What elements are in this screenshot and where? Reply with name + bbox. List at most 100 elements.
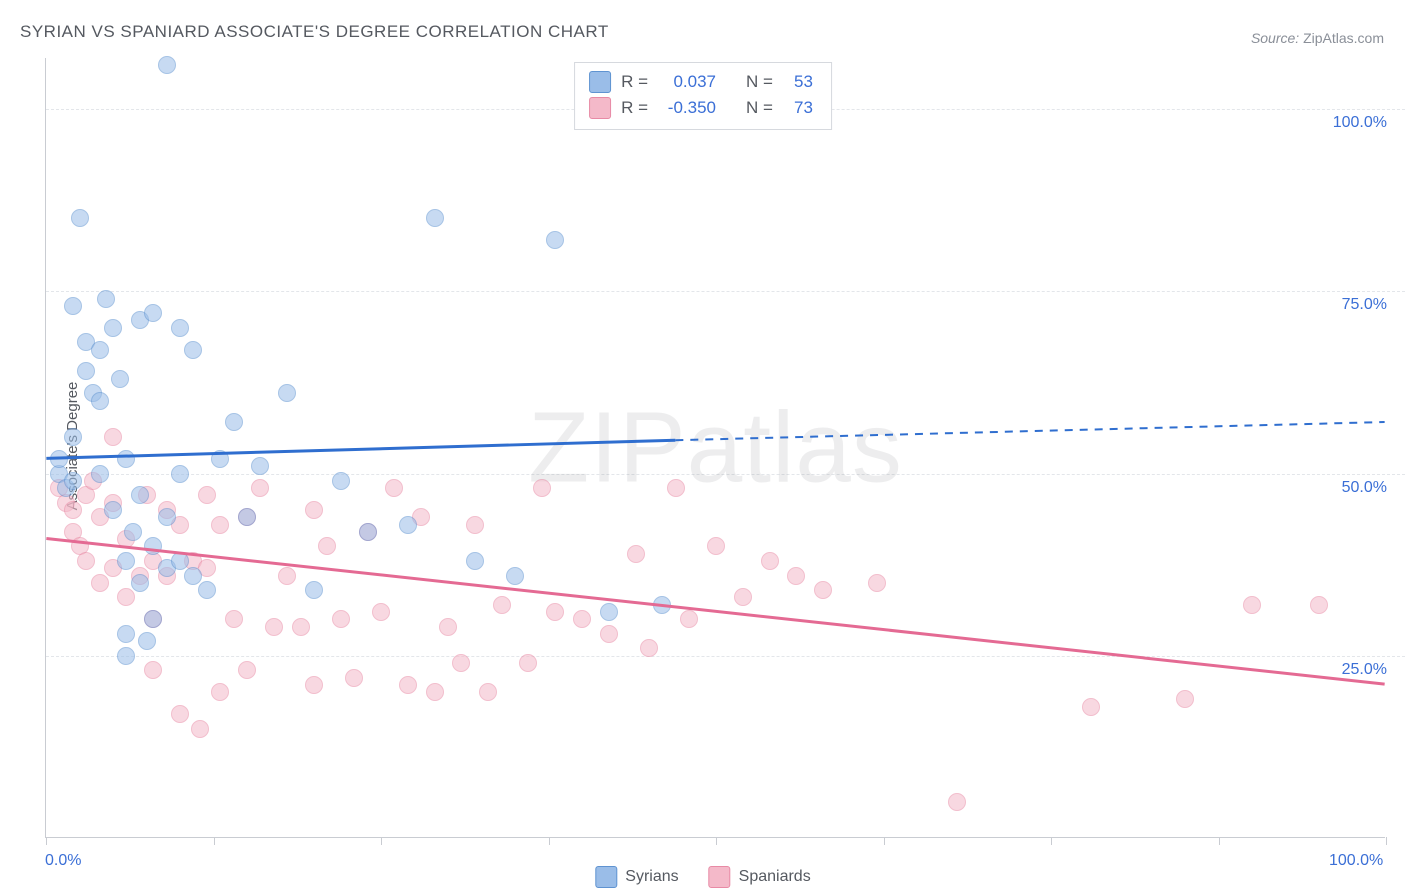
- data-point: [184, 341, 202, 359]
- data-point: [104, 319, 122, 337]
- data-point: [305, 581, 323, 599]
- data-point: [533, 479, 551, 497]
- data-point: [171, 552, 189, 570]
- y-tick-label: 75.0%: [1342, 296, 1387, 314]
- correlation-legend: R =0.037N =53R =-0.350N =73: [574, 62, 832, 130]
- data-point: [318, 537, 336, 555]
- data-point: [97, 290, 115, 308]
- data-point: [546, 231, 564, 249]
- chart-title: SYRIAN VS SPANIARD ASSOCIATE'S DEGREE CO…: [20, 22, 609, 42]
- data-point: [707, 537, 725, 555]
- data-point: [211, 516, 229, 534]
- data-point: [124, 523, 142, 541]
- data-point: [117, 552, 135, 570]
- data-point: [144, 537, 162, 555]
- data-point: [91, 341, 109, 359]
- data-point: [251, 457, 269, 475]
- data-point: [117, 450, 135, 468]
- data-point: [64, 428, 82, 446]
- x-tick: [716, 837, 717, 845]
- data-point: [198, 486, 216, 504]
- data-point: [64, 501, 82, 519]
- gridline: [46, 291, 1405, 292]
- data-point: [653, 596, 671, 614]
- trend-line-dashed: [675, 422, 1384, 440]
- data-point: [144, 610, 162, 628]
- scatter-plot-area: ZIPatlas 25.0%50.0%75.0%100.0%: [45, 58, 1385, 838]
- data-point: [573, 610, 591, 628]
- data-point: [600, 625, 618, 643]
- data-point: [131, 574, 149, 592]
- data-point: [426, 683, 444, 701]
- data-point: [466, 516, 484, 534]
- data-point: [91, 465, 109, 483]
- data-point: [332, 610, 350, 628]
- data-point: [251, 479, 269, 497]
- data-point: [332, 472, 350, 490]
- x-tick: [1219, 837, 1220, 845]
- data-point: [144, 304, 162, 322]
- data-point: [479, 683, 497, 701]
- data-point: [117, 647, 135, 665]
- data-point: [158, 508, 176, 526]
- data-point: [171, 705, 189, 723]
- data-point: [519, 654, 537, 672]
- legend-n-label: N =: [746, 69, 773, 95]
- data-point: [305, 501, 323, 519]
- data-point: [761, 552, 779, 570]
- data-point: [144, 661, 162, 679]
- trend-lines-layer: [46, 58, 1385, 837]
- legend-label: Syrians: [625, 868, 678, 886]
- legend-item: Syrians: [595, 866, 678, 888]
- legend-item: Spaniards: [709, 866, 811, 888]
- data-point: [77, 552, 95, 570]
- data-point: [278, 384, 296, 402]
- legend-r-label: R =: [621, 95, 648, 121]
- data-point: [466, 552, 484, 570]
- data-point: [439, 618, 457, 636]
- data-point: [787, 567, 805, 585]
- x-tick: [214, 837, 215, 845]
- data-point: [493, 596, 511, 614]
- data-point: [104, 428, 122, 446]
- data-point: [600, 603, 618, 621]
- legend-swatch: [595, 866, 617, 888]
- series-legend: Syrians Spaniards: [595, 866, 810, 888]
- legend-swatch: [589, 97, 611, 119]
- data-point: [627, 545, 645, 563]
- data-point: [814, 581, 832, 599]
- data-point: [198, 581, 216, 599]
- data-point: [104, 501, 122, 519]
- data-point: [426, 209, 444, 227]
- data-point: [184, 567, 202, 585]
- watermark: ZIPatlas: [528, 390, 903, 505]
- x-tick: [549, 837, 550, 845]
- data-point: [1243, 596, 1261, 614]
- data-point: [452, 654, 470, 672]
- y-tick-label: 25.0%: [1342, 661, 1387, 679]
- x-tick: [1051, 837, 1052, 845]
- gridline: [46, 474, 1405, 475]
- data-point: [506, 567, 524, 585]
- data-point: [71, 209, 89, 227]
- data-point: [734, 588, 752, 606]
- data-point: [359, 523, 377, 541]
- data-point: [292, 618, 310, 636]
- data-point: [385, 479, 403, 497]
- data-point: [91, 574, 109, 592]
- source-credit: Source: ZipAtlas.com: [1251, 30, 1384, 46]
- data-point: [64, 297, 82, 315]
- data-point: [211, 683, 229, 701]
- data-point: [77, 362, 95, 380]
- legend-row: R =0.037N =53: [589, 69, 813, 95]
- x-tick: [381, 837, 382, 845]
- y-tick-label: 100.0%: [1333, 114, 1387, 132]
- data-point: [91, 392, 109, 410]
- source-name: ZipAtlas.com: [1303, 30, 1384, 46]
- legend-swatch: [589, 71, 611, 93]
- data-point: [372, 603, 390, 621]
- data-point: [278, 567, 296, 585]
- data-point: [640, 639, 658, 657]
- legend-row: R =-0.350N =73: [589, 95, 813, 121]
- data-point: [546, 603, 564, 621]
